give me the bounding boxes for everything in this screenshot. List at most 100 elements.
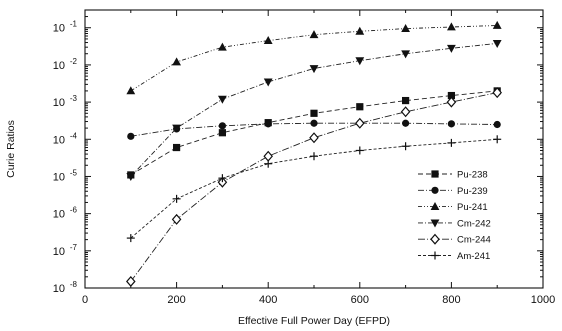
legend-marker bbox=[431, 186, 439, 194]
legend: Pu-238 Pu-239 Pu-241 Cm-242 Cm-244 Am-241 bbox=[418, 170, 491, 262]
plot-frame bbox=[84, 9, 544, 289]
data-point-am-241 bbox=[310, 152, 318, 161]
legend-label: Pu-238 bbox=[457, 170, 488, 181]
y-tick-label-exponent: -1 bbox=[70, 20, 78, 29]
legend-item-pu-238: Pu-238 bbox=[418, 170, 488, 181]
data-point-cm-242 bbox=[218, 95, 227, 104]
x-tick-label: 200 bbox=[167, 294, 185, 306]
series-am-241 bbox=[126, 135, 502, 243]
data-point-cm-242 bbox=[309, 65, 319, 74]
data-point-cm-244 bbox=[217, 176, 228, 188]
data-point-cm-242 bbox=[355, 57, 365, 66]
data-point-cm-244 bbox=[126, 275, 136, 287]
x-tick-label: 600 bbox=[351, 294, 369, 306]
y-tick-label-exponent: -8 bbox=[70, 280, 78, 289]
legend-marker bbox=[430, 219, 440, 228]
data-point-pu-239 bbox=[218, 122, 226, 130]
data-point-cm-244 bbox=[446, 96, 457, 108]
y-tick-label-exponent: -5 bbox=[70, 168, 78, 177]
x-axis-title: Effective Full Power Day (EFPD) bbox=[238, 315, 390, 327]
y-tick-label-exponent: -4 bbox=[70, 131, 78, 140]
data-point-pu-241 bbox=[263, 36, 273, 45]
series-line-cm-244 bbox=[130, 92, 498, 282]
data-point-am-241 bbox=[172, 194, 181, 203]
legend-item-cm-242: Cm-242 bbox=[418, 218, 491, 229]
data-point-pu-241 bbox=[218, 42, 227, 51]
data-point-pu-241 bbox=[309, 30, 319, 39]
y-tick-label-exponent: -2 bbox=[70, 57, 78, 66]
x-tick-label: 400 bbox=[259, 294, 277, 306]
data-point-pu-238 bbox=[402, 96, 410, 105]
data-point-cm-242 bbox=[447, 44, 456, 53]
x-tick-label: 800 bbox=[442, 294, 460, 306]
legend-item-am-241: Am-241 bbox=[418, 251, 490, 262]
data-point-am-241 bbox=[218, 174, 227, 183]
data-point-pu-241 bbox=[401, 23, 410, 32]
series-layer bbox=[126, 20, 502, 287]
x-tick-label: 0 bbox=[82, 294, 88, 306]
data-point-am-241 bbox=[126, 234, 135, 243]
data-point-pu-239 bbox=[264, 120, 272, 128]
y-tick-label-exponent: -6 bbox=[70, 206, 78, 215]
data-point-pu-238 bbox=[173, 143, 181, 152]
data-point-pu-241 bbox=[126, 86, 136, 95]
data-point-am-241 bbox=[401, 142, 410, 151]
legend-label: Cm-244 bbox=[457, 235, 491, 246]
data-point-cm-244 bbox=[309, 132, 319, 144]
data-point-cm-242 bbox=[401, 50, 410, 59]
data-point-pu-238 bbox=[447, 91, 455, 100]
data-point-am-241 bbox=[493, 135, 502, 144]
y-tick-label-exponent: -7 bbox=[70, 243, 78, 252]
data-point-am-241 bbox=[355, 146, 364, 155]
legend-label: Cm-242 bbox=[457, 218, 491, 229]
data-point-pu-238 bbox=[356, 103, 364, 111]
y-tick-label: 10 bbox=[53, 97, 65, 109]
legend-marker bbox=[430, 233, 440, 245]
data-point-pu-239 bbox=[493, 120, 501, 129]
series-cm-244 bbox=[126, 87, 502, 287]
y-tick-label: 10 bbox=[53, 209, 65, 221]
y-tick-label: 10 bbox=[53, 60, 65, 72]
legend-item-cm-244: Cm-244 bbox=[418, 233, 491, 246]
legend-marker bbox=[430, 202, 440, 210]
data-point-pu-241 bbox=[492, 20, 502, 29]
data-point-pu-238 bbox=[218, 129, 226, 137]
data-point-pu-238 bbox=[310, 109, 318, 117]
y-tick-label: 10 bbox=[53, 171, 65, 183]
data-point-pu-239 bbox=[127, 132, 135, 140]
legend-label: Am-241 bbox=[457, 251, 490, 262]
x-tick-label: 1000 bbox=[531, 294, 555, 306]
legend-marker bbox=[431, 251, 439, 260]
data-point-cm-244 bbox=[400, 106, 411, 118]
data-point-pu-241 bbox=[172, 57, 181, 66]
data-point-cm-242 bbox=[126, 173, 136, 182]
data-point-cm-242 bbox=[172, 124, 181, 133]
y-tick-label: 10 bbox=[53, 23, 65, 35]
data-point-pu-239 bbox=[310, 119, 318, 127]
legend-item-pu-239: Pu-239 bbox=[418, 186, 488, 197]
data-point-cm-244 bbox=[355, 117, 365, 129]
data-point-cm-244 bbox=[492, 87, 502, 99]
data-point-am-241 bbox=[447, 138, 456, 147]
y-tick-label: 10 bbox=[53, 134, 65, 146]
data-point-cm-244 bbox=[263, 150, 273, 162]
data-point-cm-242 bbox=[263, 78, 273, 87]
y-tick-label: 10 bbox=[53, 246, 65, 258]
series-pu-241 bbox=[126, 20, 502, 95]
data-point-cm-242 bbox=[492, 39, 502, 48]
legend-item-pu-241: Pu-241 bbox=[418, 202, 488, 213]
data-point-pu-239 bbox=[447, 120, 455, 128]
data-point-cm-244 bbox=[171, 213, 182, 225]
data-point-pu-241 bbox=[355, 26, 365, 35]
series-cm-242 bbox=[126, 39, 502, 182]
y-axis-title: Curie Ratios bbox=[5, 120, 17, 178]
legend-label: Pu-239 bbox=[457, 186, 488, 197]
data-point-am-241 bbox=[264, 159, 273, 168]
y-tick-label: 10 bbox=[53, 283, 65, 295]
data-point-pu-241 bbox=[447, 22, 456, 31]
y-tick-label-exponent: -3 bbox=[70, 94, 78, 103]
legend-marker bbox=[431, 170, 439, 178]
